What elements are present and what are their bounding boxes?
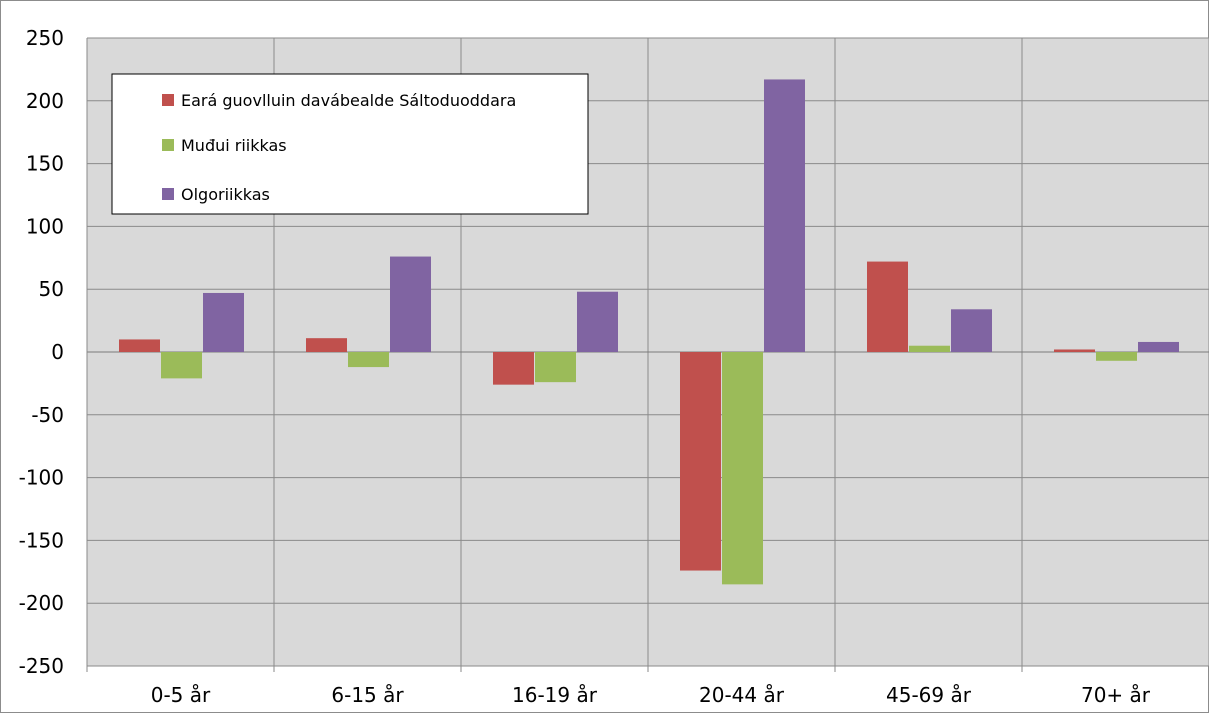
- bar-2-2: [348, 352, 389, 368]
- legend-label-3: Olgoriikkas: [181, 185, 270, 204]
- bar-1-1: [119, 339, 160, 352]
- bar-2-5: [909, 345, 950, 352]
- x-tick-label: 45-69 år: [886, 683, 972, 707]
- y-tick-label: 0: [51, 340, 64, 364]
- legend-box: [111, 73, 589, 215]
- bar-3-5: [951, 309, 992, 352]
- legend-label-1: Eará guovlluin davábealde Sáltoduoddara: [181, 91, 516, 110]
- bar-3-1: [203, 292, 244, 352]
- gridlines: [86, 37, 1209, 672]
- y-tick-label: -150: [19, 528, 64, 552]
- bar-3-6: [1138, 341, 1179, 352]
- x-tick-label: 20-44 år: [699, 683, 785, 707]
- x-tick-label: 0-5 år: [151, 683, 211, 707]
- bar-1-5: [867, 261, 908, 352]
- bar-1-3: [493, 352, 534, 385]
- legend-swatch-3: [162, 188, 174, 200]
- bar-3-2: [390, 256, 431, 352]
- y-tick-label: 100: [26, 214, 64, 238]
- x-tick-label: 16-19 år: [512, 683, 598, 707]
- y-tick-label: -50: [31, 403, 64, 427]
- bar-2-3: [535, 352, 576, 383]
- bars: [119, 79, 1179, 585]
- legend-label-2: Muđui riikkas: [181, 136, 287, 155]
- legend-swatch-2: [162, 139, 174, 151]
- y-tick-label: 150: [26, 152, 64, 176]
- bar-1-6: [1054, 349, 1095, 352]
- legend: Eará guovlluin davábealde Sáltoduoddara M…: [111, 73, 589, 215]
- y-tick-label: 200: [26, 89, 64, 113]
- x-tick-label: 70+ år: [1081, 683, 1151, 707]
- y-tick-label: 250: [26, 26, 64, 50]
- y-tick-label: -100: [19, 466, 64, 490]
- bar-1-2: [306, 338, 347, 352]
- bar-2-4: [722, 352, 763, 585]
- y-tick-label: -250: [19, 654, 64, 678]
- bar-3-3: [577, 291, 618, 352]
- axes: -250 -200 -150 -100 -50 0 50 100 150 200 250 0-5 år…: [19, 26, 1151, 707]
- bar-3-4: [764, 79, 805, 352]
- bar-2-1: [161, 352, 202, 379]
- x-tick-label: 6-15 år: [331, 683, 404, 707]
- y-tick-label: -200: [19, 591, 64, 615]
- bar-1-4: [680, 352, 721, 571]
- bar-2-6: [1096, 352, 1137, 361]
- y-tick-label: 50: [39, 277, 64, 301]
- legend-swatch-1: [162, 94, 174, 106]
